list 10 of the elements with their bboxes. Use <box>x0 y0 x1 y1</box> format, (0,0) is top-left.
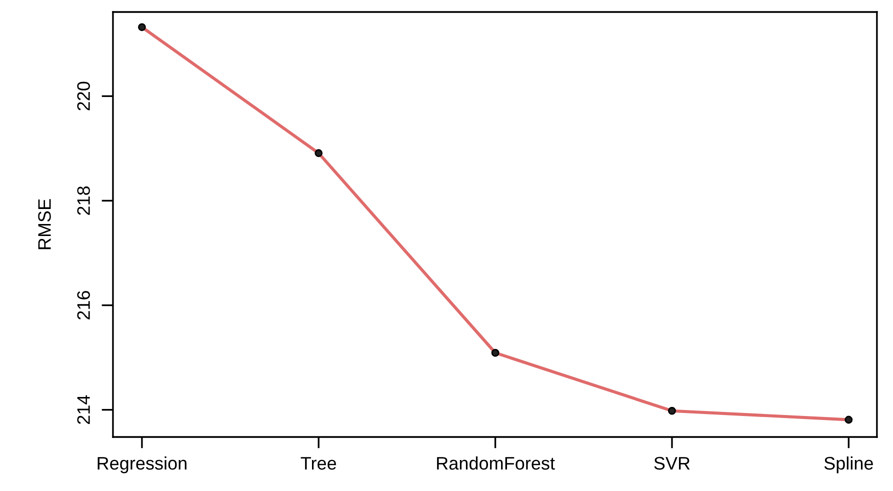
x-tick-label: Tree <box>300 457 336 470</box>
y-tick-label: 214 <box>77 395 90 424</box>
x-tick-label: Spline <box>824 456 873 474</box>
x-tick-label: RandomForest <box>437 456 555 470</box>
x-tick-label: SVR <box>654 456 690 470</box>
x-tick-label: Regression <box>98 456 186 474</box>
y-tick-label: 216 <box>77 290 90 320</box>
y-tick-label: 220 <box>77 82 90 110</box>
y-axis-title: RMSE <box>38 199 51 250</box>
y-tick-label: 218 <box>77 186 90 215</box>
